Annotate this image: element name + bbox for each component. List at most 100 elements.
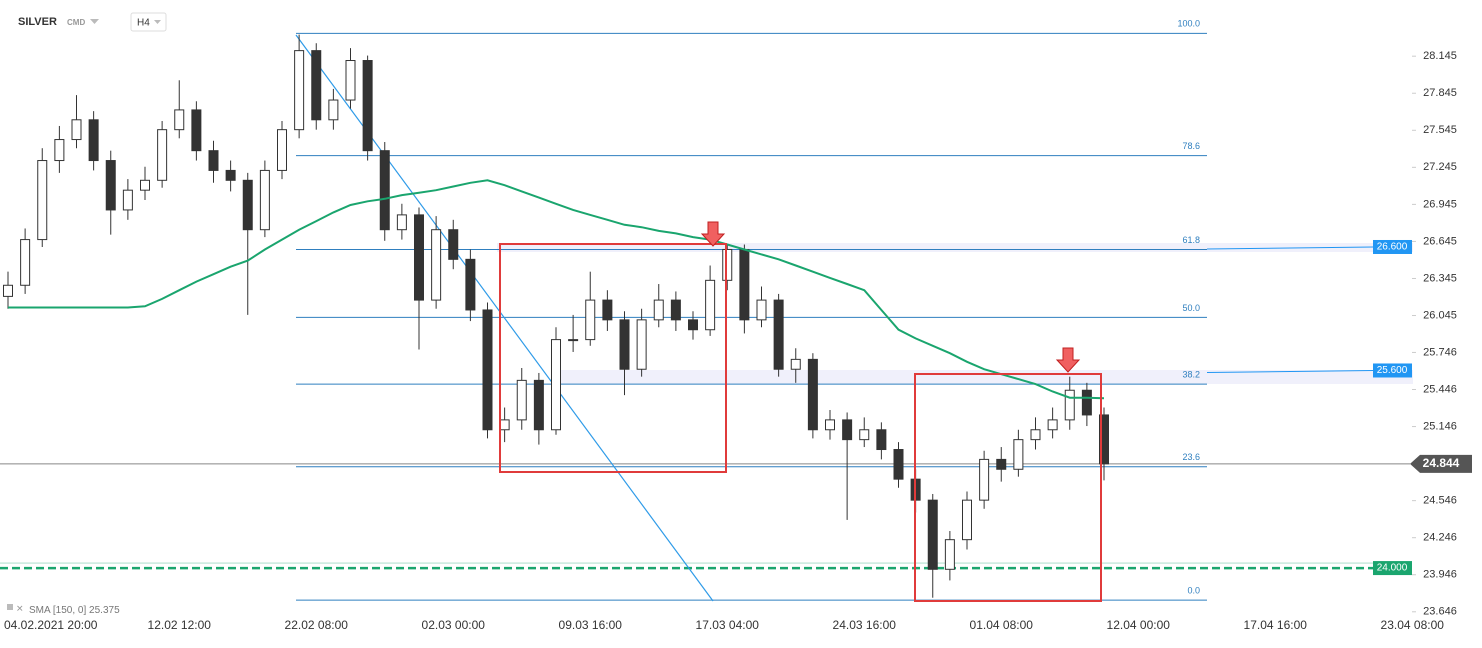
- x-tick-label: 22.02 08:00: [285, 618, 349, 632]
- candle-body: [37, 160, 48, 241]
- legend-close[interactable]: ✕: [16, 603, 24, 613]
- candle-body: [670, 299, 681, 321]
- candle-body: [739, 248, 750, 321]
- candle-body: [962, 499, 972, 541]
- candle-body: [225, 169, 236, 181]
- y-tick-label: 27.845: [1423, 87, 1457, 99]
- candle-body: [414, 214, 424, 301]
- fib-label: 61.8: [1182, 235, 1200, 245]
- candle-body: [294, 50, 305, 131]
- level-tag: [1373, 239, 1412, 254]
- trend-line: [295, 34, 714, 602]
- candle-body: [379, 150, 390, 231]
- timeframe-box[interactable]: [130, 12, 167, 32]
- x-tick-label: 01.04 08:00: [970, 618, 1034, 632]
- candle-body: [1099, 414, 1109, 465]
- fib-layer: 100.0 78.6 61.8 50.0 38.2 23.6 0.0: [296, 19, 1207, 601]
- candle-body: [54, 139, 65, 162]
- candle-body: [465, 258, 476, 311]
- candle-body: [362, 60, 373, 152]
- candle-body: [979, 458, 990, 501]
- candle-body: [482, 309, 493, 431]
- candle-body: [20, 239, 31, 286]
- candle-body: [448, 229, 459, 260]
- fib-label: 78.6: [1182, 141, 1200, 151]
- x-tick-label: 12.04 00:00: [1107, 618, 1171, 632]
- x-tick-label: 04.02.2021 20:00: [4, 618, 98, 632]
- candle-body: [927, 499, 938, 570]
- candle-body: [431, 229, 442, 301]
- candle-body: [174, 109, 185, 131]
- y-tick-label: 26.045: [1423, 309, 1457, 321]
- candle-body: [1064, 389, 1075, 421]
- candle-body: [71, 119, 82, 141]
- candle-body: [585, 299, 596, 341]
- last-price-tag: [1410, 454, 1472, 473]
- y-tick-label: 26.645: [1423, 235, 1457, 247]
- candle-body: [105, 160, 116, 211]
- candle-body: [88, 119, 99, 162]
- legend-name: SMA: [29, 605, 51, 616]
- level-tag-label: 26.600: [1377, 242, 1408, 253]
- candle-body: [944, 539, 955, 570]
- sma-line: [8, 179, 1105, 400]
- candle-body: [602, 299, 613, 321]
- candle-body: [277, 129, 287, 171]
- candle-body: [328, 99, 339, 121]
- legend-params: [150, 0]: [53, 605, 87, 616]
- market: CMD: [67, 18, 85, 27]
- candle-body: [619, 319, 630, 370]
- candle-body: [773, 299, 784, 370]
- y-tick-label: 26.345: [1423, 272, 1457, 284]
- y-tick-label: 27.545: [1423, 124, 1457, 136]
- candle-body: [157, 129, 168, 181]
- y-tick-label: 25.746: [1423, 346, 1457, 358]
- candle-body: [1047, 419, 1058, 431]
- candle-body: [3, 284, 13, 297]
- highlight-box: [914, 373, 1102, 602]
- candle-body: [259, 169, 270, 231]
- candle-body: [688, 319, 698, 331]
- fib-label: 100.0: [1177, 19, 1200, 29]
- fib-label: 0.0: [1187, 586, 1200, 596]
- x-tick-label: 17.03 04:00: [696, 618, 760, 632]
- y-tick-label: 23.946: [1423, 569, 1457, 581]
- level-line: [1206, 369, 1374, 373]
- candle-body: [705, 279, 716, 331]
- x-tick-label: 02.03 00:00: [422, 618, 486, 632]
- candle-body: [533, 379, 544, 431]
- candle-body: [1030, 429, 1041, 441]
- candle-body: [1081, 389, 1092, 416]
- candle-body: [636, 319, 647, 370]
- resistance-zone: [497, 243, 1413, 252]
- level-tag: [1373, 561, 1412, 576]
- candle-body: [756, 299, 767, 321]
- x-tick-label: 17.04 16:00: [1244, 618, 1308, 632]
- timeframe-dropdown[interactable]: [154, 20, 161, 24]
- candle-body: [140, 179, 150, 191]
- level-tag-label: 25.600: [1377, 365, 1408, 376]
- candle-body: [396, 214, 407, 231]
- legend-icon[interactable]: [7, 604, 13, 610]
- legend-value: 25.375: [89, 605, 120, 616]
- y-tick-label: 24.246: [1423, 532, 1457, 544]
- y-tick-label: 26.945: [1423, 198, 1457, 210]
- symbol: SILVER: [18, 16, 57, 28]
- candle-body: [807, 358, 818, 431]
- background-layer: [0, 243, 1413, 570]
- candle-body: [242, 179, 253, 231]
- candle-body: [790, 358, 801, 370]
- arrow-marker: [700, 221, 726, 247]
- candle-body: [825, 419, 835, 431]
- candle-body: [653, 299, 664, 321]
- fib-label: 38.2: [1182, 369, 1200, 379]
- candle-body: [311, 50, 322, 121]
- resistance-zone: [552, 370, 1413, 384]
- candle-body: [1013, 439, 1024, 470]
- y-tick-label: 24.546: [1423, 495, 1457, 507]
- x-tick-label: 24.03 16:00: [833, 618, 897, 632]
- candle-body: [551, 339, 561, 431]
- symbol-dropdown[interactable]: [90, 19, 99, 24]
